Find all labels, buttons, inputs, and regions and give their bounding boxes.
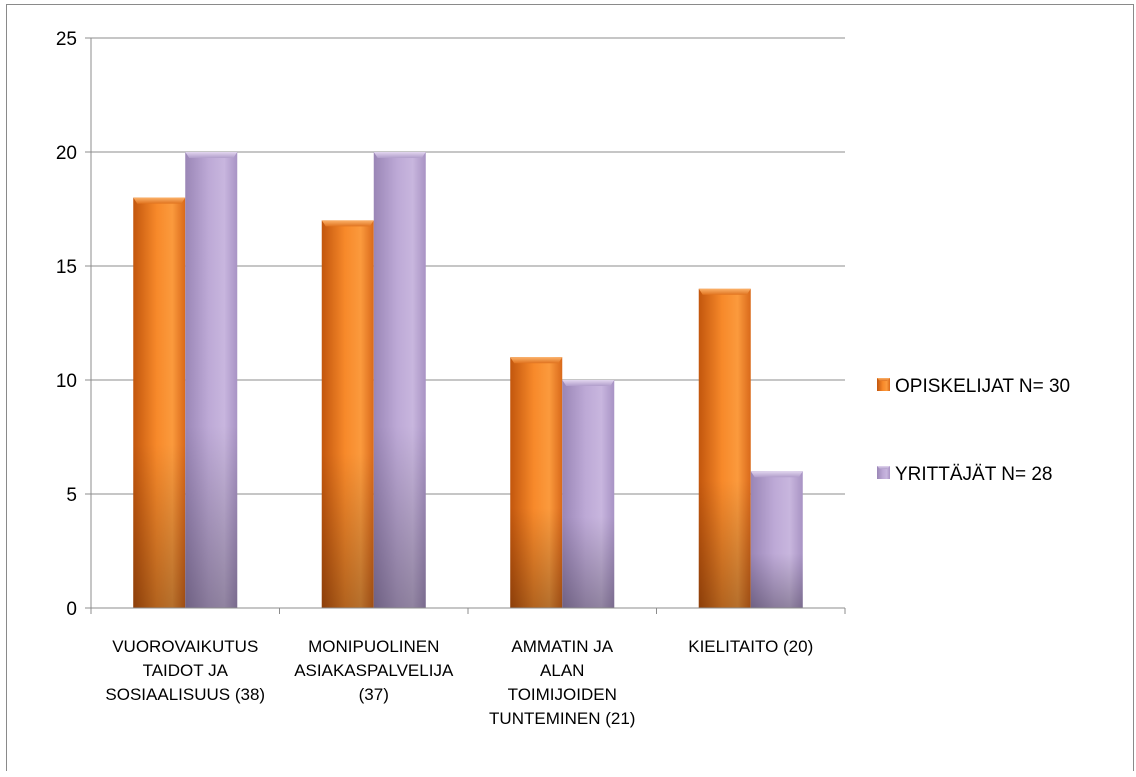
bar-cap (373, 152, 426, 158)
axis-labels: 0 5 10 15 20 25 VUOROVAIKUTUS TAIDOT JA SOSIAALI… (56, 29, 813, 728)
bar (373, 152, 426, 608)
bar (321, 220, 374, 608)
y-tick-label: 0 (66, 599, 77, 620)
y-tick-label: 15 (56, 257, 77, 278)
bar (510, 357, 563, 608)
legend-entry: YRITTÄJÄT N= 28 (877, 464, 1053, 485)
y-tick-label: 10 (56, 371, 77, 392)
bars (133, 152, 803, 608)
bar-shade (373, 152, 426, 608)
y-tick-label: 5 (66, 485, 77, 506)
bar-cap (133, 197, 186, 204)
legend-swatch-cap (877, 378, 890, 381)
bar (750, 471, 803, 608)
bar (562, 380, 615, 608)
y-tick-label: 25 (56, 29, 77, 50)
legend-swatch (877, 466, 890, 479)
bar-cap (510, 357, 563, 364)
legend-entry: OPISKELIJAT N= 30 (877, 376, 1070, 397)
axes (85, 37, 846, 614)
bar-shade (698, 288, 751, 608)
chart-frame: 0 5 10 15 20 25 VUOROVAIKUTUS TAIDOT JA SOSIAALI… (6, 4, 1134, 771)
bar (185, 152, 238, 608)
x-category-label: AMMATIN JA ALAN TOIMIJOIDEN TUNTEMINEN (21) (489, 637, 635, 728)
bar-cap (185, 152, 238, 158)
bar-cap (562, 380, 615, 386)
bar-shade (750, 471, 803, 608)
bar-shade (321, 220, 374, 608)
bar-cap (321, 220, 374, 227)
bar-cap (750, 471, 803, 478)
bar (133, 197, 186, 608)
bar-shade (133, 197, 186, 608)
legend-swatch (877, 378, 890, 391)
legend-label: YRITTÄJÄT N= 28 (895, 464, 1053, 485)
bar-shade (562, 380, 615, 608)
bar-cap (698, 288, 751, 295)
y-tick-label: 20 (56, 143, 77, 164)
legend-swatch-cap (877, 466, 890, 469)
bar-shade (510, 357, 563, 608)
x-category-label: KIELITAITO (20) (688, 637, 813, 656)
x-category-label: MONIPUOLINEN ASIAKASPALVELIJA (37) (294, 637, 454, 704)
x-category-label: VUOROVAIKUTUS TAIDOT JA SOSIAALISUUS (38) (105, 637, 265, 704)
legend: OPISKELIJAT N= 30 YRITTÄJÄT N= 28 (877, 376, 1070, 485)
bar (698, 288, 751, 608)
legend-label: OPISKELIJAT N= 30 (895, 376, 1070, 397)
bar-shade (185, 152, 238, 608)
bar-chart: 0 5 10 15 20 25 VUOROVAIKUTUS TAIDOT JA SOSIAALI… (56, 29, 1070, 728)
